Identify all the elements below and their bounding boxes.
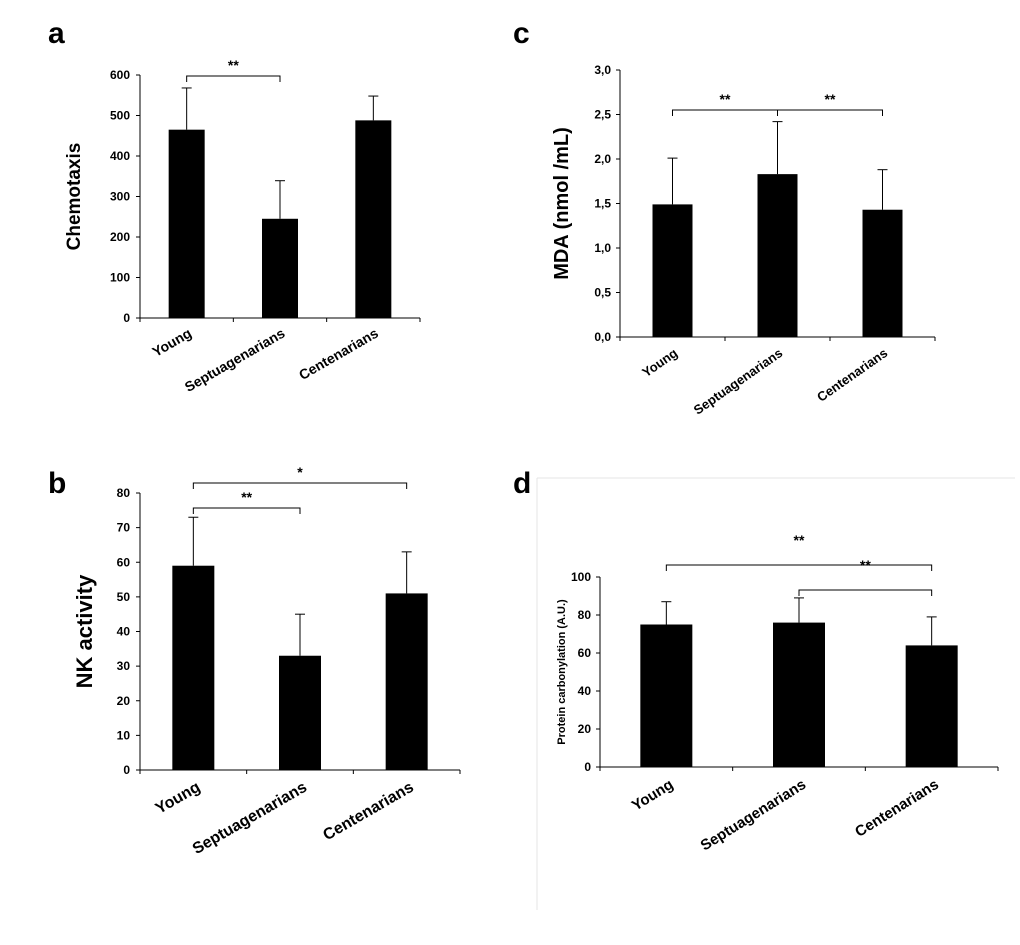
y-tick-label: 200 bbox=[110, 230, 130, 244]
significance-bracket-2 bbox=[777, 109, 883, 116]
y-tick-label: 3,0 bbox=[594, 63, 611, 77]
bar-3 bbox=[385, 593, 428, 770]
bar-1 bbox=[168, 129, 205, 318]
y-tick-label: 1,5 bbox=[594, 197, 611, 211]
bar-1 bbox=[652, 204, 693, 337]
y-tick-label: 600 bbox=[110, 68, 130, 82]
significance-bracket-1 bbox=[672, 109, 778, 116]
category-label-3: Centenarians bbox=[852, 776, 942, 841]
significance-label-2: * bbox=[297, 464, 303, 480]
y-tick-label: 2,5 bbox=[594, 108, 611, 122]
category-label-2: Septuagenarians bbox=[190, 779, 310, 858]
y-tick-label: 40 bbox=[117, 625, 131, 639]
category-label-3: Centenarians bbox=[814, 345, 890, 405]
bar-3 bbox=[905, 645, 958, 767]
category-label-1: Young bbox=[153, 779, 204, 818]
y-tick-label: 20 bbox=[578, 722, 592, 736]
category-label-2: Septuagenarians bbox=[691, 345, 785, 417]
bar-1 bbox=[640, 624, 693, 767]
y-tick-label: 20 bbox=[117, 694, 131, 708]
bar-3 bbox=[355, 120, 392, 318]
y-tick-label: 60 bbox=[578, 646, 592, 660]
y-tick-label: 0 bbox=[123, 763, 130, 777]
category-label-1: Young bbox=[629, 776, 677, 815]
y-tick-label: 10 bbox=[117, 728, 131, 742]
y-tick-label: 80 bbox=[117, 486, 131, 500]
y-tick-label: 40 bbox=[578, 684, 592, 698]
y-tick-label: 1,0 bbox=[594, 241, 611, 255]
category-label-2: Septuagenarians bbox=[182, 325, 288, 395]
panel-letter-c: c bbox=[513, 17, 530, 50]
chart-panel-d: Protein carbonylation (A.U.) 0 20 40 60 80 100… bbox=[556, 532, 999, 854]
y-axis-label: NK activity bbox=[72, 574, 97, 688]
category-label-1: Young bbox=[639, 345, 680, 380]
chart-panel-c: MDA (nmol /mL) 0,0 0,5 1,0 1,5 2,0 2,5 3,0 Young… bbox=[551, 63, 936, 418]
significance-label-2: ** bbox=[860, 557, 871, 573]
significance-bracket-1 bbox=[192, 507, 301, 514]
category-label-2: Septuagenarians bbox=[698, 776, 810, 854]
y-tick-label: 100 bbox=[571, 570, 591, 584]
y-tick-label: 0 bbox=[123, 311, 130, 325]
significance-label-1: ** bbox=[241, 489, 252, 505]
bar-2 bbox=[279, 655, 321, 770]
y-tick-label: 0 bbox=[584, 760, 591, 774]
chart-panel-a: Chemotaxis 0 100 200 300 400 500 600 YoungSeptua… bbox=[64, 57, 421, 395]
bar-2 bbox=[757, 174, 798, 337]
y-tick-label: 80 bbox=[578, 608, 592, 622]
y-axis-label: Protein carbonylation (A.U.) bbox=[556, 599, 568, 745]
panel-letter-d: d bbox=[513, 467, 531, 500]
significance-label-2: ** bbox=[825, 91, 836, 107]
significance-label-1: ** bbox=[228, 57, 239, 73]
y-tick-label: 2,0 bbox=[594, 152, 611, 166]
category-label-1: Young bbox=[149, 325, 194, 360]
y-tick-label: 60 bbox=[117, 555, 131, 569]
panel-letter-b: b bbox=[48, 467, 66, 500]
significance-label-1: ** bbox=[720, 91, 731, 107]
y-axis-label: MDA (nmol /mL) bbox=[551, 127, 573, 280]
bar-2 bbox=[773, 622, 825, 767]
bar-3 bbox=[862, 209, 903, 337]
y-axis-label: Chemotaxis bbox=[64, 143, 85, 251]
bar-1 bbox=[172, 565, 215, 770]
category-label-3: Centenarians bbox=[296, 325, 381, 383]
panel-letter-a: a bbox=[48, 17, 65, 50]
y-tick-label: 100 bbox=[110, 271, 130, 285]
y-tick-label: 500 bbox=[110, 109, 130, 123]
y-tick-label: 30 bbox=[117, 659, 131, 673]
y-tick-label: 0,0 bbox=[594, 330, 611, 344]
bar-2 bbox=[262, 218, 298, 318]
significance-label-1: ** bbox=[794, 532, 805, 548]
y-tick-label: 50 bbox=[117, 590, 131, 604]
significance-bracket-1 bbox=[186, 75, 281, 82]
category-label-3: Centenarians bbox=[320, 779, 416, 844]
significance-bracket-2 bbox=[192, 482, 408, 489]
significance-bracket-1 bbox=[665, 564, 933, 571]
y-tick-label: 0,5 bbox=[594, 286, 611, 300]
chart-panel-b: NK activity 0 10 20 30 40 50 60 70 80 YoungSeptuag… bbox=[72, 464, 461, 858]
y-tick-label: 400 bbox=[110, 149, 130, 163]
y-tick-label: 300 bbox=[110, 190, 130, 204]
y-tick-label: 70 bbox=[117, 521, 131, 535]
significance-bracket-2 bbox=[798, 589, 933, 596]
